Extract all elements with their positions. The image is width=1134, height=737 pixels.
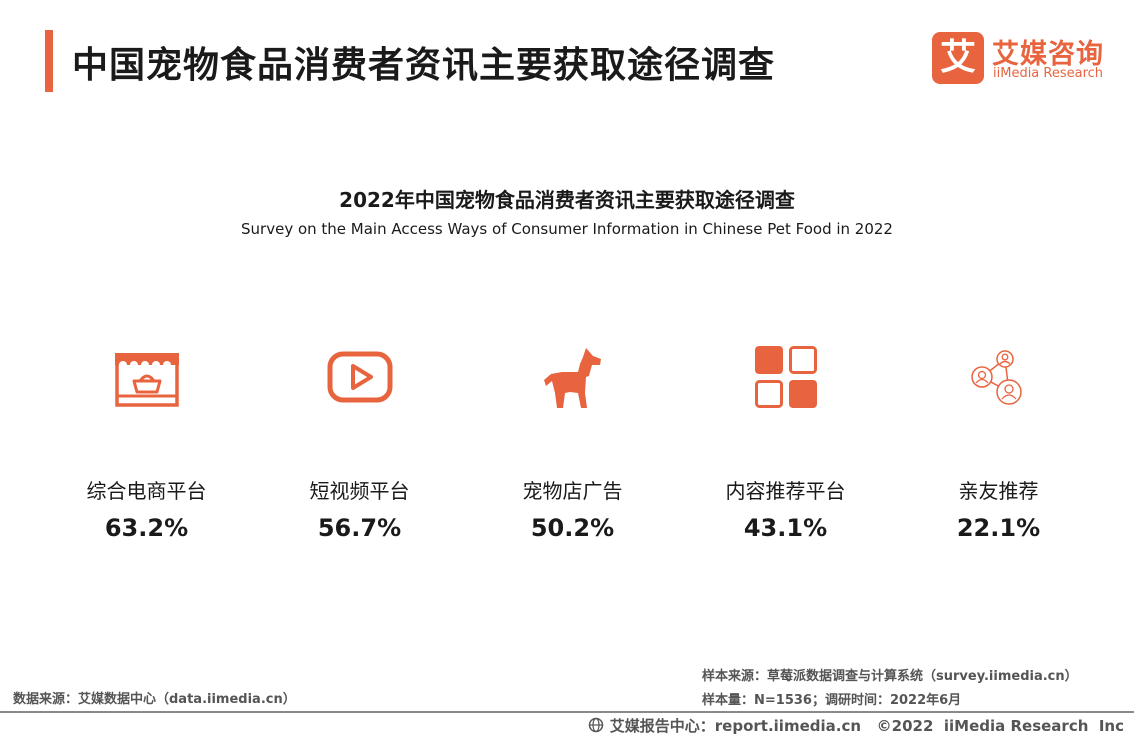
item-friends-family: 亲友推荐 22.1% [892,340,1105,560]
logo-name-en: iiMedia Research [993,66,1104,81]
item-label: 内容推荐平台 [725,479,846,503]
item-value: 22.1% [956,514,1041,542]
footer-divider [0,711,1134,713]
item-pet-store-ads: 宠物店广告 50.2% [466,340,679,560]
title-accent-bar [45,30,53,92]
video-play-icon [327,344,393,410]
item-content-recommendation: 内容推荐平台 43.1% [679,340,892,560]
item-value: 56.7% [317,514,402,542]
item-ecommerce: 综合电商平台 63.2% [40,340,253,560]
chart-title: 2022年中国宠物食品消费者资讯主要获取途径调查 [339,188,795,212]
dog-icon [540,344,606,410]
app-grid-icon [753,344,819,410]
item-label: 短视频平台 [309,479,410,503]
item-label: 综合电商平台 [86,479,207,503]
people-network-icon [966,344,1032,410]
globe-icon [588,717,604,733]
footer-text: 艾媒报告中心：report.iimedia.cn ©2022 iiMedia R… [609,716,1124,735]
item-label: 亲友推荐 [958,479,1039,503]
chart-subtitle: Survey on the Main Access Ways of Consum… [241,220,893,238]
item-label: 宠物店广告 [522,479,623,503]
page-title: 中国宠物食品消费者资讯主要获取途径调查 [72,45,776,86]
logo: 艾 艾媒咨询 iiMedia Research [932,32,1112,86]
footer: 艾媒报告中心：report.iimedia.cn ©2022 iiMedia R… [588,714,1124,736]
sample-info: 样本量：N=1536；调研时间：2022年6月 [702,693,962,708]
item-value: 50.2% [530,514,615,542]
logo-name-cn: 艾媒咨询 [992,39,1104,70]
sample-source: 样本来源：草莓派数据调查与计算系统（survey.iimedia.cn） [702,669,1078,684]
access-ways-panel: 综合电商平台 63.2% 短视频平台 56.7% 宠物店广告 50.2% [40,340,1105,560]
storefront-basket-icon [114,344,180,410]
item-value: 43.1% [743,514,828,542]
item-short-video: 短视频平台 56.7% [253,340,466,560]
data-source: 数据来源：艾媒数据中心（data.iimedia.cn） [13,692,296,707]
item-value: 63.2% [104,514,189,542]
logo-mark: 艾 [932,32,984,84]
